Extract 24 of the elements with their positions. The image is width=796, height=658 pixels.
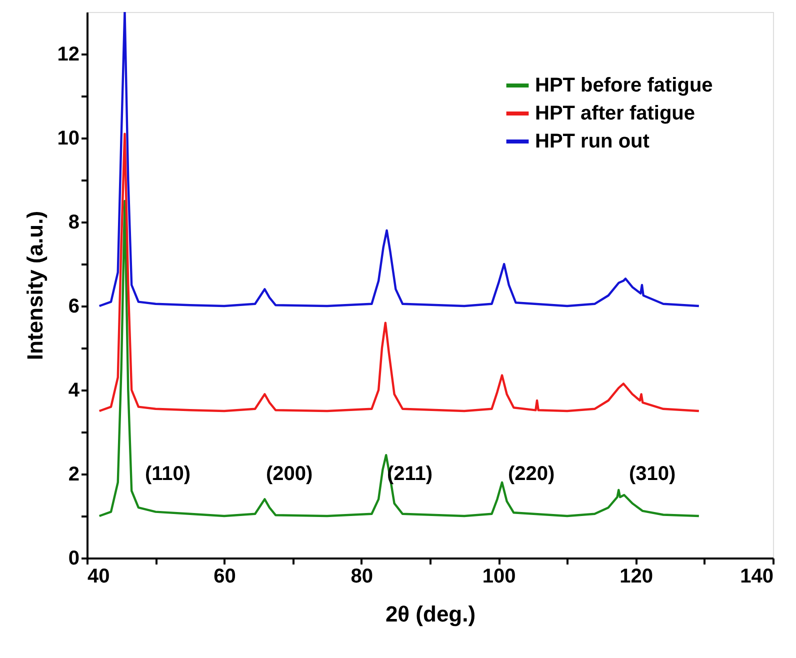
- annotation: (220): [508, 463, 555, 485]
- y-tick-label: 8: [68, 212, 80, 234]
- x-tick-label: 60: [214, 566, 236, 588]
- y-tick-label: 4: [68, 380, 80, 402]
- annotation: (310): [629, 463, 676, 485]
- x-tick-label: 80: [350, 566, 374, 588]
- legend-label: HPT before fatigue: [535, 74, 713, 96]
- line-series: [98, 200, 700, 518]
- x-tick-label: 140: [740, 566, 774, 588]
- x-axis-title: 2θ (deg.): [385, 602, 476, 626]
- x-tick-label: 100: [482, 566, 516, 588]
- y-tick-label: 6: [68, 296, 80, 318]
- annotation: (200): [266, 463, 313, 485]
- y-tick-label: 12: [57, 44, 80, 66]
- x-tick-label: 40: [88, 566, 110, 588]
- x-tick-label: 120: [620, 566, 653, 588]
- y-axis-title: Intensity (a.u.): [22, 210, 48, 360]
- line-series: [98, 132, 700, 412]
- legend-label: HPT run out: [535, 130, 650, 152]
- y-tick-label: 2: [68, 464, 80, 486]
- annotation: (110): [145, 463, 191, 485]
- legend-label: HPT after fatigue: [535, 102, 696, 124]
- y-tick-label: 0: [68, 548, 80, 570]
- y-tick-label: 10: [57, 128, 80, 150]
